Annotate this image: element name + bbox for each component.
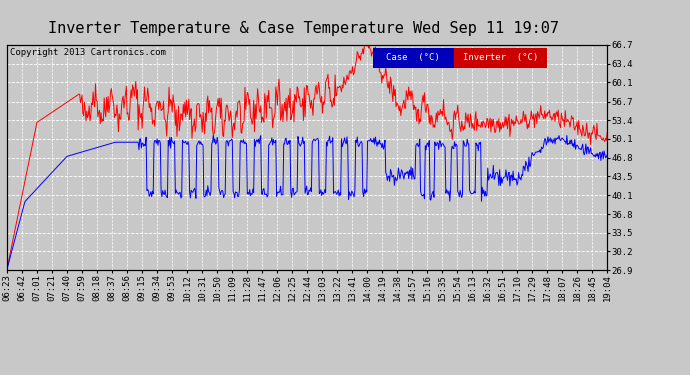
Text: Inverter Temperature & Case Temperature Wed Sep 11 19:07: Inverter Temperature & Case Temperature … (48, 21, 559, 36)
Bar (373, 48, 454, 68)
Text: Copyright 2013 Cartronics.com: Copyright 2013 Cartronics.com (10, 48, 166, 57)
Text: Inverter  (°C): Inverter (°C) (463, 53, 538, 62)
Bar (454, 48, 547, 68)
Text: Case  (°C): Case (°C) (386, 53, 440, 62)
